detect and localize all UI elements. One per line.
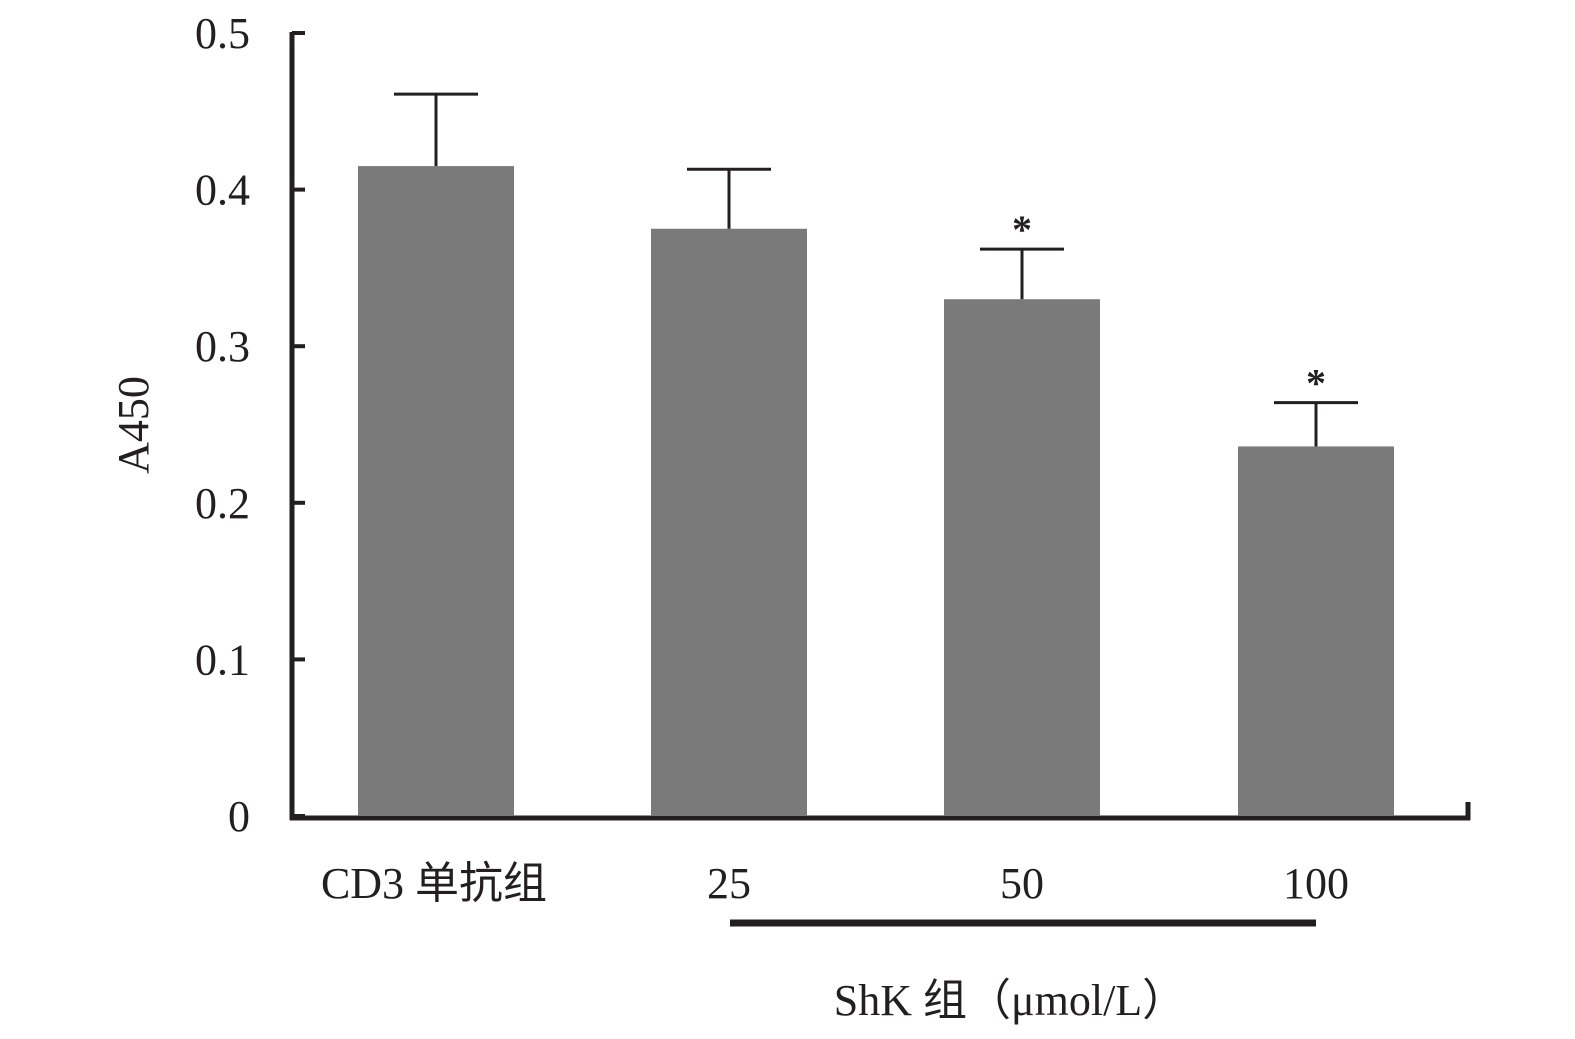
bar xyxy=(1238,446,1394,816)
y-tick-label: 0 xyxy=(228,792,250,841)
x-category-label: 100 xyxy=(1283,859,1349,908)
axes xyxy=(289,32,1471,821)
y-ticks: 0 0.1 0.2 0.3 0.4 0.5 xyxy=(195,9,305,841)
bar xyxy=(944,299,1100,817)
y-axis-title: A450 xyxy=(109,376,158,474)
x-category-label: 25 xyxy=(707,859,751,908)
y-tick-label: 0.3 xyxy=(195,322,250,371)
y-tick-label: 0.4 xyxy=(195,166,250,215)
bar xyxy=(651,228,807,816)
x-category-label: 50 xyxy=(1000,859,1044,908)
significance-mark: * xyxy=(1012,207,1032,252)
group-label: ShK 组（μmol/L） xyxy=(834,976,1186,1025)
bars: ** xyxy=(358,92,1394,817)
y-tick-label: 0.2 xyxy=(195,479,250,528)
y-tick-label: 0.5 xyxy=(195,9,250,58)
x-category-label: CD3 单抗组 xyxy=(321,859,547,908)
y-tick-label: 0.1 xyxy=(195,635,250,684)
category-labels: CD3 单抗组 25 50 100 xyxy=(321,859,1349,908)
bar xyxy=(358,166,514,817)
significance-mark: * xyxy=(1306,361,1326,406)
